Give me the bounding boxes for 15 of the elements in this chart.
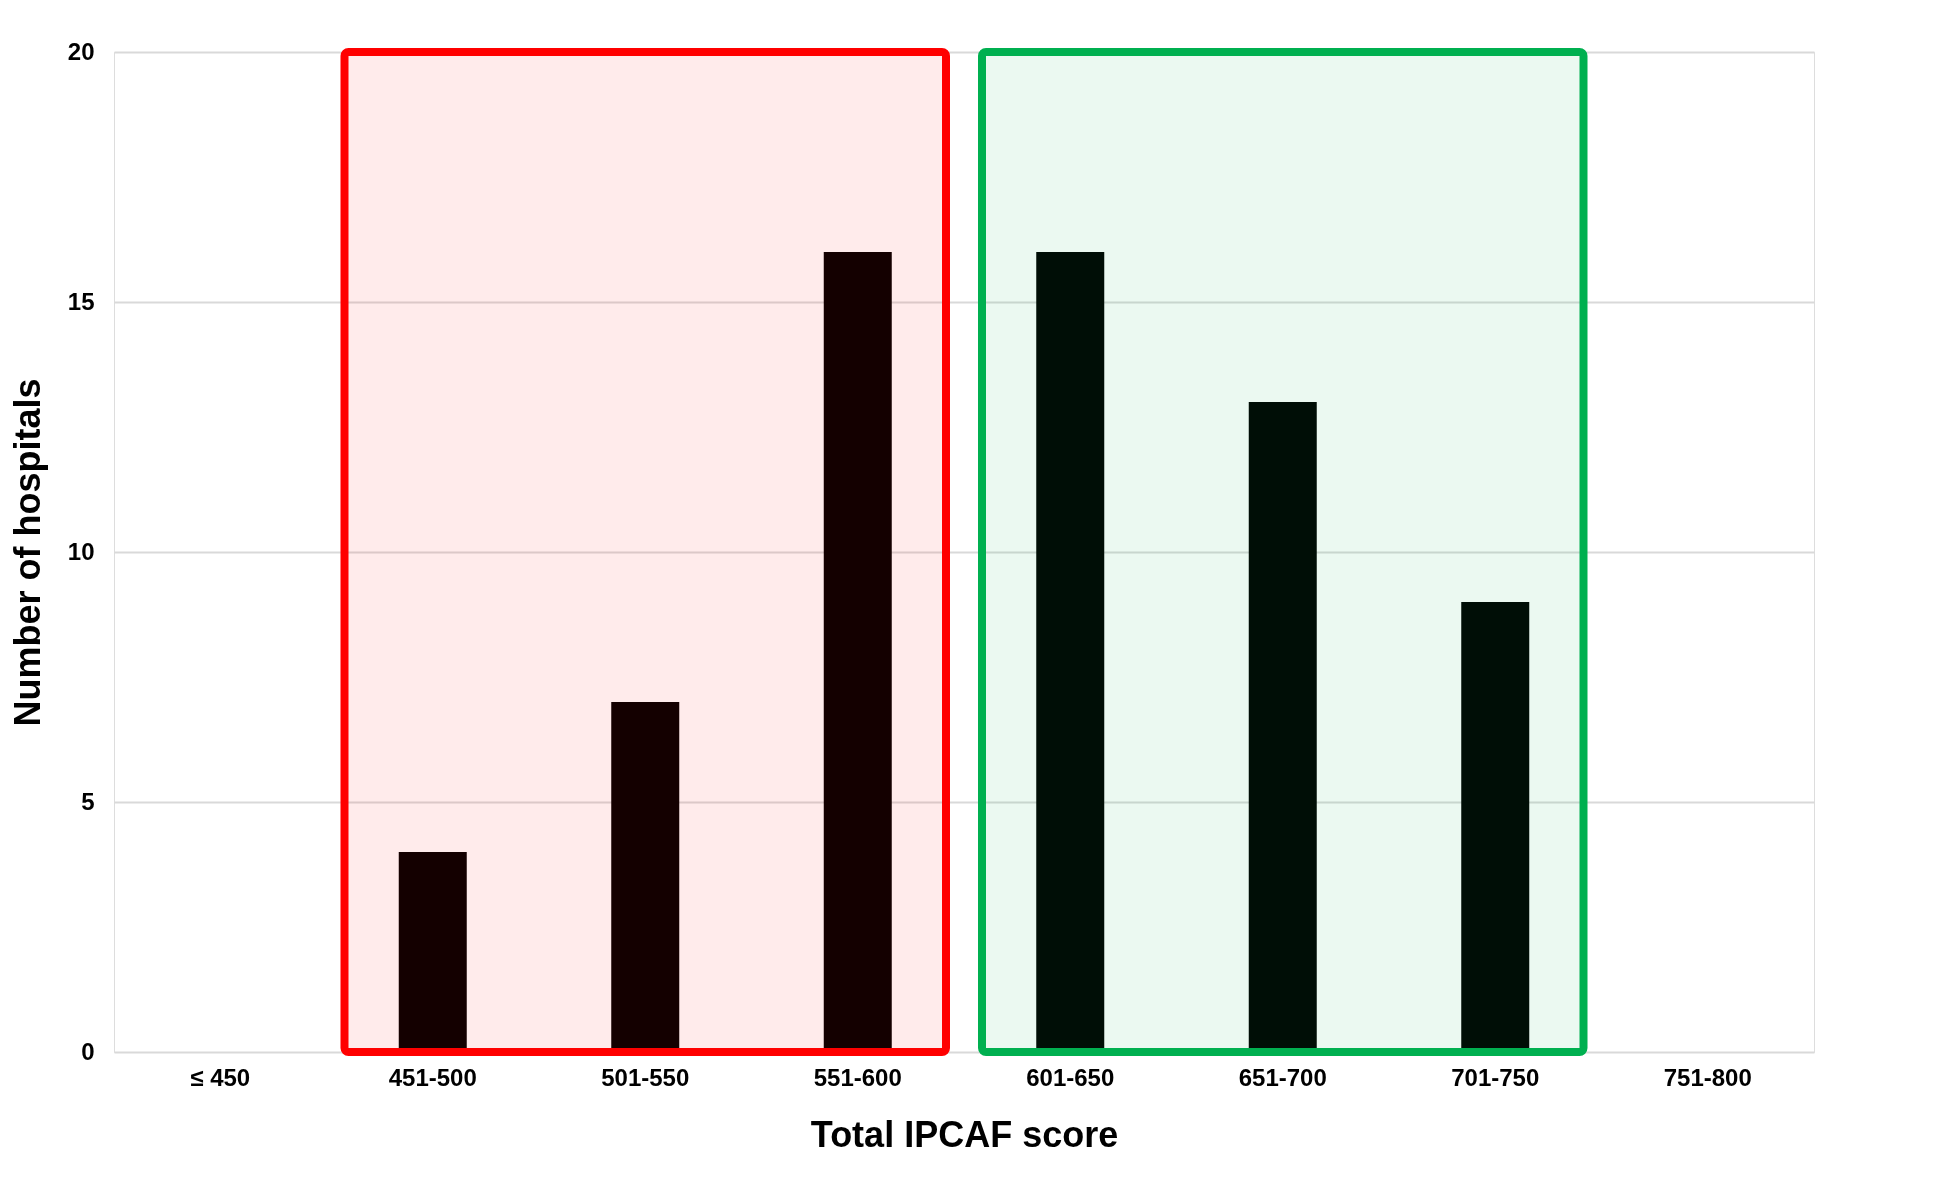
x-tick-label: 551-600 [813,1063,902,1091]
y-tick-label: 5 [81,787,95,815]
y-tick-label: 15 [67,287,95,315]
x-axis-title: Total IPCAF score [810,1113,1119,1155]
x-tick-label: 751-800 [1663,1063,1752,1091]
x-tick-label: 651-700 [1238,1063,1327,1091]
x-tick-label: 701-750 [1451,1063,1540,1091]
x-tick-label: ≤ 450 [190,1063,251,1091]
x-tick-label: 601-650 [1026,1063,1115,1091]
x-tick-label: 451-500 [388,1063,477,1091]
y-axis-title: Number of hospitals [6,378,48,727]
y-tick-label: 20 [67,37,95,65]
y-tick-label: 0 [81,1037,95,1065]
x-tick-label: 501-550 [601,1063,690,1091]
y-tick-label: 10 [67,537,95,565]
